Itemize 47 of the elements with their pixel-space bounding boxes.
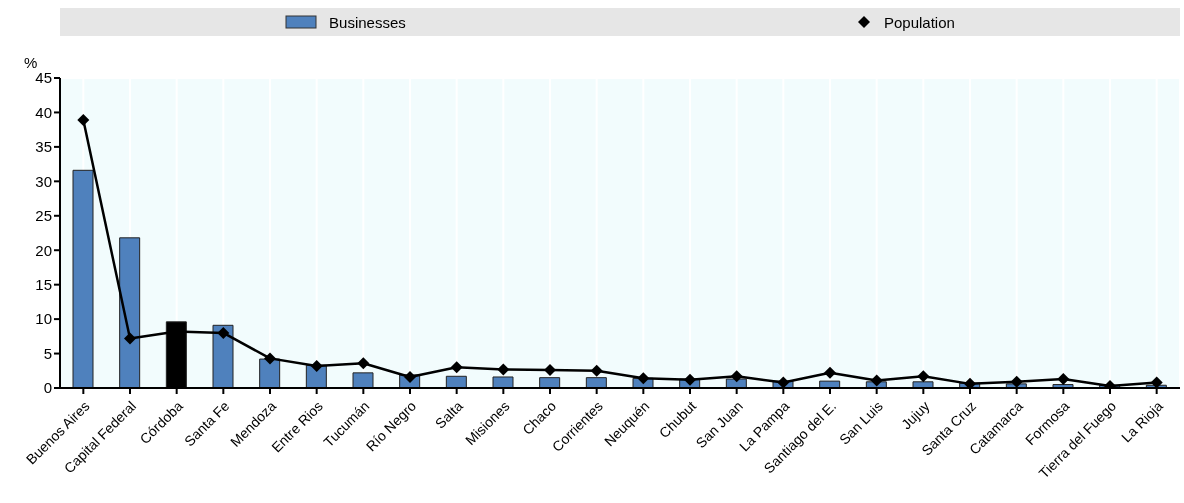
point [1150,376,1163,388]
bar [445,375,467,388]
point [544,364,556,377]
point [124,332,136,345]
point [637,372,650,385]
point [684,373,696,386]
point [824,366,836,379]
y-tick-label: 30 [35,172,52,190]
point [404,370,416,383]
point [1057,373,1070,386]
y-tick-label: 5 [43,344,52,362]
point [264,352,276,365]
point [310,359,323,372]
bar [539,377,561,388]
bar [819,380,841,388]
legend-label: Population [884,13,955,31]
point [450,361,463,374]
x-tick-label: San Luis [835,397,886,448]
y-tick-label: 15 [35,275,52,293]
y-tick-label: 25 [35,207,52,225]
point [730,370,743,383]
y-axis-title: % [24,54,38,71]
point [357,357,370,370]
bar [212,324,234,388]
bar [352,372,374,388]
bar [259,358,281,388]
point [964,377,976,388]
point [870,374,883,387]
y-tick-label: 40 [35,103,52,121]
y-tick-label: 20 [35,241,52,259]
bar [912,381,934,388]
bar [119,237,141,388]
y-tick-label: 10 [35,310,52,328]
point [217,326,230,339]
point [590,364,603,377]
point [1010,375,1023,388]
bar [72,169,94,388]
point [777,376,790,388]
bar [492,376,514,388]
point [497,363,510,376]
bar [585,377,607,388]
y-tick-label: 35 [35,138,52,156]
y-tick-label: 0 [43,379,52,397]
y-tick-label: 45 [35,69,52,87]
legend-label: Businesses [329,13,406,31]
point [77,114,90,127]
point [917,370,930,383]
